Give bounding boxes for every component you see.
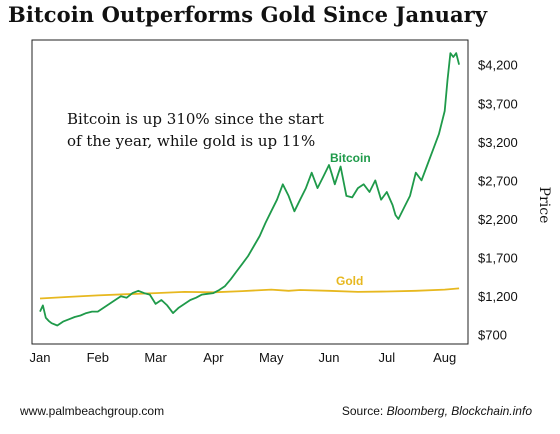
y-tick-label-3200: $3,200 [478,135,518,150]
x-tick-label-may: May [259,350,284,365]
y-tick-label-1700: $1,700 [478,251,518,266]
x-tick-label-jun: Jun [319,350,340,365]
x-tick-label-apr: Apr [203,350,224,365]
y-tick-label-3700: $3,700 [478,96,518,111]
series-line-gold [39,287,460,300]
chart-title: Bitcoin Outperforms Gold Since January [8,2,488,27]
y-tick-label-4200: $4,200 [478,58,518,73]
bitcoin-series-label: Bitcoin [330,151,371,165]
y-axis-label: Price [536,187,552,224]
footer-source-prefix: Source: [341,404,387,418]
annotation-line-1: Bitcoin is up 310% since the start [67,110,324,128]
x-tick-label-aug: Aug [433,350,456,365]
gold-series-label: Gold [336,274,363,288]
footer-source: Source: Bloomberg, Blockchain.info [342,404,532,418]
y-tick-label-2700: $2,700 [478,173,518,188]
y-tick-label-2200: $2,200 [478,212,518,227]
x-tick-label-feb: Feb [87,350,109,365]
y-tick-label-700: $700 [478,328,507,343]
x-tick-label-jan: Jan [30,350,51,365]
series-layer [39,52,460,327]
plot-frame [31,39,469,345]
footer-source-names: Bloomberg, Blockchain.info [386,404,532,418]
footer-website: www.palmbeachgroup.com [20,404,165,418]
series-line-bitcoin [39,52,460,327]
annotation-line-2: of the year, while gold is up 11% [67,132,315,150]
x-tick-label-mar: Mar [144,350,167,365]
axis-ticks: Jan Feb Mar Apr May Jun Jul Aug $700 $1,200 $1,700… [30,58,518,365]
y-tick-label-1200: $1,200 [478,289,518,304]
x-tick-label-jul: Jul [379,350,396,365]
